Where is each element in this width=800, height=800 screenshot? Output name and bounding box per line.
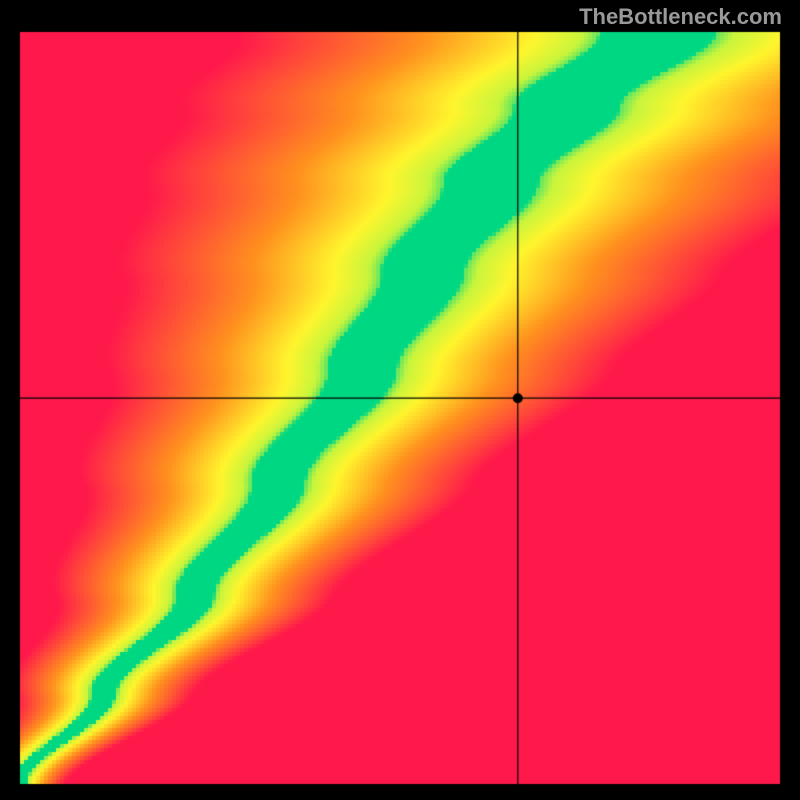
- watermark-text: TheBottleneck.com: [579, 4, 782, 30]
- chart-container: { "watermark": "TheBottleneck.com", "can…: [0, 0, 800, 800]
- heatmap-plot: [0, 0, 800, 800]
